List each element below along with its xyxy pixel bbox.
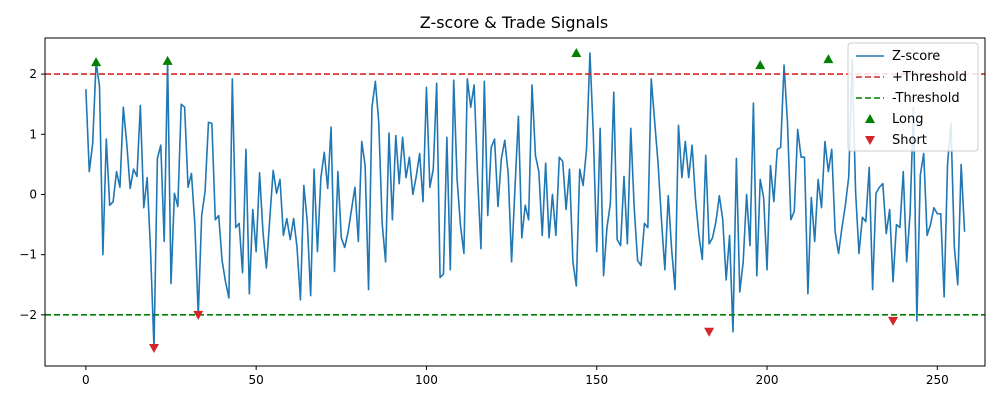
plot-area [45, 48, 985, 353]
zscore-series-line [85, 52, 966, 349]
short-signal-marker [193, 310, 204, 320]
x-tick-label: 150 [585, 373, 608, 387]
short-signal-marker [148, 343, 159, 353]
y-tick-label: 0 [29, 187, 37, 201]
plot-frame [44, 37, 986, 367]
long-signal-marker [823, 54, 834, 64]
x-tick-label: 0 [82, 373, 90, 387]
legend-swatch-short [865, 136, 875, 145]
long-signal-marker [755, 60, 766, 70]
x-tick-label: 50 [249, 373, 264, 387]
short-signal-marker [704, 327, 715, 337]
legend-label: Long [892, 112, 923, 127]
y-tick-label: −1 [19, 248, 37, 262]
long-signal-marker [162, 55, 173, 65]
legend-label: Z-score [892, 49, 940, 64]
legend-label: -Threshold [892, 91, 960, 106]
legend-label: +Threshold [892, 70, 967, 85]
x-tick-label: 200 [756, 373, 779, 387]
short-signal-marker [888, 316, 899, 326]
legend-label: Short [892, 133, 927, 148]
x-tick-label: 100 [415, 373, 438, 387]
y-tick-label: −2 [19, 308, 37, 322]
long-signal-marker [91, 57, 102, 67]
y-tick-label: 1 [29, 127, 37, 141]
legend-swatch-long [865, 114, 875, 123]
legend-box [847, 42, 979, 152]
long-signal-marker [571, 48, 582, 58]
axes: 0 50 100 150 200 250 −2 −1 0 1 2 [19, 37, 986, 387]
x-tick-label: 250 [926, 373, 949, 387]
legend: Z-score +Threshold -Threshold Long Short [847, 42, 979, 152]
chart-title: Z-score & Trade Signals [420, 13, 608, 32]
y-tick-label: 2 [29, 67, 37, 81]
